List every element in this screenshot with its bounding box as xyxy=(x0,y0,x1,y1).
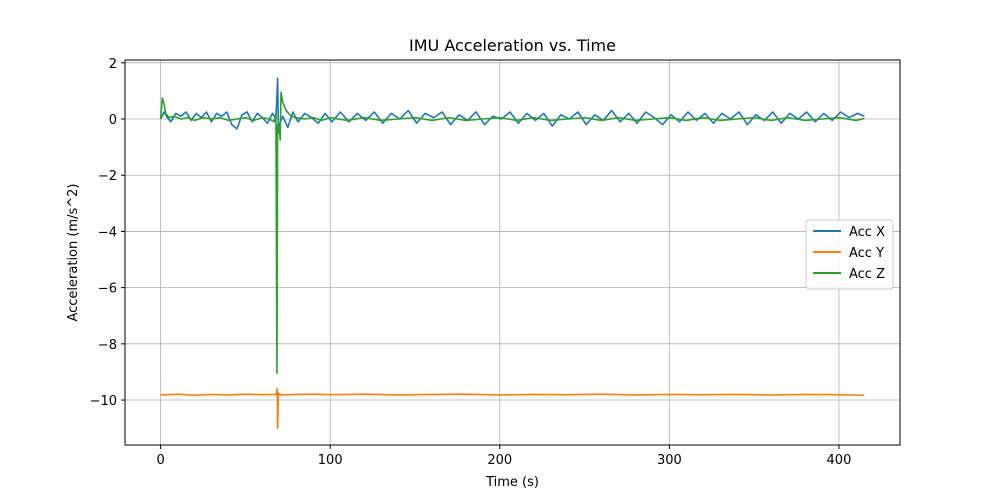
legend-label: Acc X xyxy=(849,225,885,240)
legend-label: Acc Z xyxy=(849,267,885,282)
y-tick-label: 2 xyxy=(109,57,117,72)
legend-label: Acc Y xyxy=(849,246,884,261)
y-axis-label: Acceleration (m/s^2) xyxy=(66,183,81,321)
y-tick-label: 0 xyxy=(109,113,117,128)
series-layer xyxy=(159,77,865,429)
y-tick-label: −4 xyxy=(98,225,117,240)
series-line-acc-y xyxy=(160,388,865,429)
plot-frame xyxy=(124,59,901,446)
plot-area xyxy=(125,60,900,445)
y-axis: 2 0 −2 −4 −6 −8 −10 xyxy=(90,57,125,409)
x-tick-label: 200 xyxy=(487,453,512,468)
legend-box xyxy=(805,219,894,290)
series-line-acc-z xyxy=(159,91,865,375)
x-axis-label: Time (s) xyxy=(485,475,539,490)
y-tick-label: −10 xyxy=(90,394,117,409)
x-tick-label: 300 xyxy=(657,453,682,468)
y-tick-label: −8 xyxy=(98,338,117,353)
y-tick-label: −2 xyxy=(98,169,117,184)
chart-title: IMU Acceleration vs. Time xyxy=(409,36,616,55)
y-tick-label: −6 xyxy=(98,282,117,297)
x-tick-label: 0 xyxy=(156,453,164,468)
x-axis: 0 100 200 300 400 xyxy=(156,445,851,468)
legend: Acc X Acc Y Acc Z xyxy=(805,219,894,290)
x-tick-label: 100 xyxy=(318,453,343,468)
x-tick-label: 400 xyxy=(827,453,852,468)
